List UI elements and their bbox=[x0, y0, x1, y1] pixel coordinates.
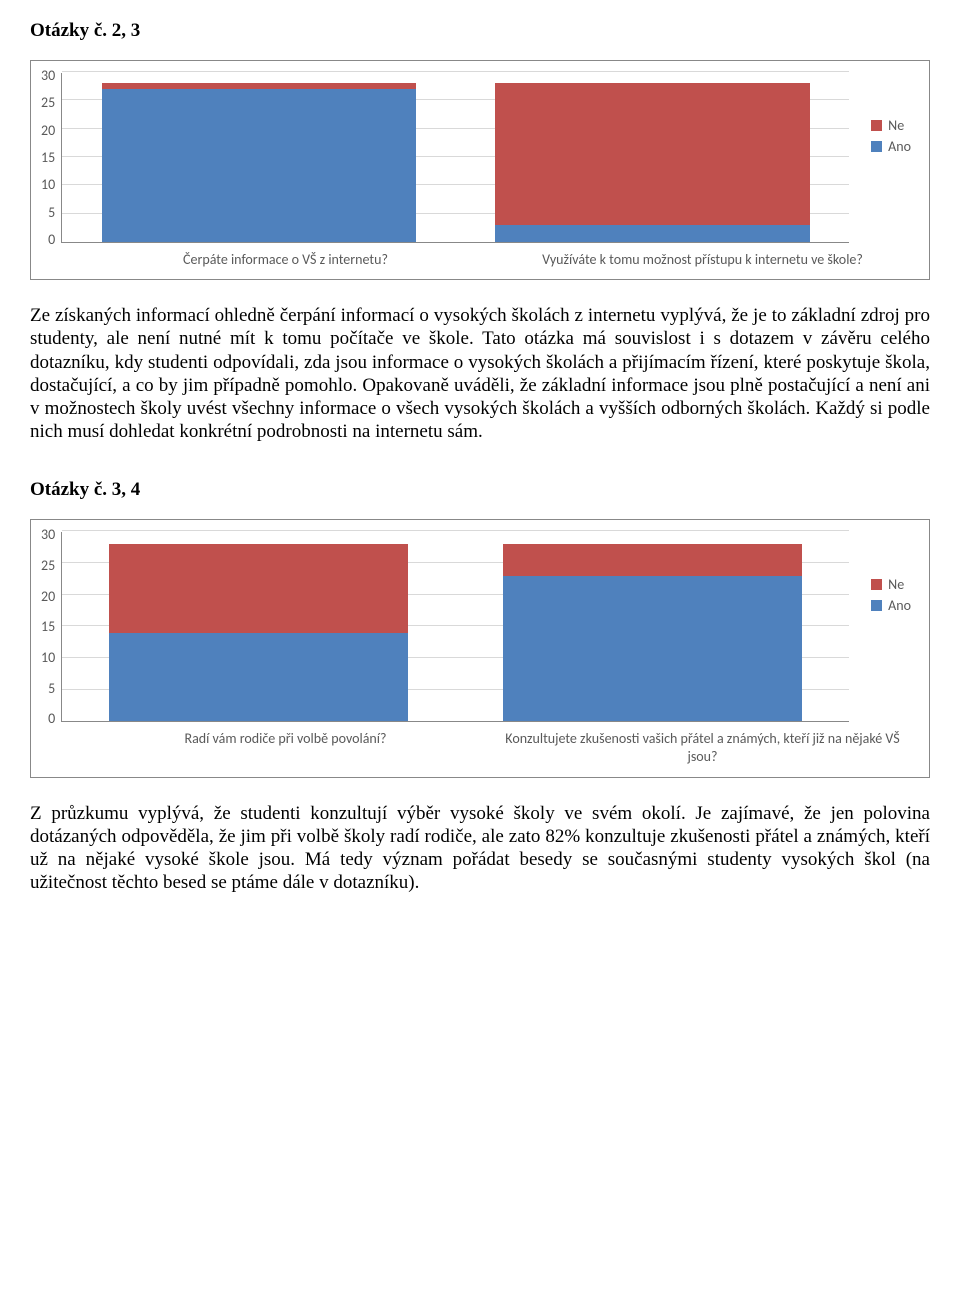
legend-item: Ano bbox=[871, 597, 911, 614]
y-tick-label: 30 bbox=[41, 528, 55, 542]
y-tick-label: 10 bbox=[41, 178, 55, 192]
legend-item: Ano bbox=[871, 138, 911, 155]
legend-swatch bbox=[871, 120, 882, 131]
x-axis-labels: Radí vám rodiče při volbě povolání?Konzu… bbox=[41, 730, 911, 766]
bar-group bbox=[109, 544, 408, 721]
chart-body: 302520151050 NeAno bbox=[41, 73, 911, 247]
y-tick-label: 15 bbox=[41, 151, 55, 165]
legend-swatch bbox=[871, 579, 882, 590]
y-tick-label: 25 bbox=[41, 96, 55, 110]
section-paragraph: Ze získaných informací ohledně čerpání i… bbox=[30, 304, 930, 443]
legend-swatch bbox=[871, 600, 882, 611]
x-axis-labels: Čerpáte informace o VŠ z internetu?Využí… bbox=[41, 251, 911, 269]
bar-group bbox=[495, 83, 810, 242]
y-tick-label: 25 bbox=[41, 559, 55, 573]
y-tick-label: 20 bbox=[41, 590, 55, 604]
plot-area bbox=[61, 532, 849, 722]
chart-legend: Ne Ano bbox=[871, 113, 911, 159]
y-tick-label: 5 bbox=[48, 206, 55, 220]
bar-segment-ano bbox=[109, 633, 408, 722]
legend-label: Ano bbox=[888, 138, 911, 155]
plot-wrap: 302520151050 bbox=[41, 532, 849, 726]
bar-group bbox=[102, 83, 417, 242]
legend-label: Ne bbox=[888, 117, 904, 134]
y-axis: 30 25 20 15 10 5 0 bbox=[41, 528, 61, 726]
chart-body: 302520151050 NeAno bbox=[41, 532, 911, 726]
legend-item: Ne bbox=[871, 117, 911, 134]
bar-segment-ano bbox=[102, 89, 417, 242]
legend-item: Ne bbox=[871, 576, 911, 593]
chart-container-1: 30 25 20 15 10 5 0 Ne Ano Čerpáte informace o V… bbox=[30, 60, 930, 280]
x-axis-label: Radí vám rodiče při volbě povolání? bbox=[77, 730, 494, 766]
x-axis-label: Čerpáte informace o VŠ z internetu? bbox=[77, 251, 494, 269]
y-tick-label: 10 bbox=[41, 651, 55, 665]
section-paragraph: Z průzkumu vyplývá, že studenti konzultu… bbox=[30, 802, 930, 895]
section-heading: Otázky č. 2, 3 bbox=[30, 20, 930, 42]
y-axis: 30 25 20 15 10 5 0 bbox=[41, 69, 61, 247]
plot-area bbox=[61, 73, 849, 243]
x-axis-label: Konzultujete zkušenosti vašich přátel a … bbox=[494, 730, 911, 766]
bar-segment-ano bbox=[503, 576, 802, 722]
legend-label: Ne bbox=[888, 576, 904, 593]
bar-segment-ano bbox=[495, 225, 810, 242]
gridline bbox=[62, 530, 849, 531]
y-tick-label: 5 bbox=[48, 682, 55, 696]
bar-segment-ne bbox=[495, 83, 810, 225]
y-tick-label: 20 bbox=[41, 124, 55, 138]
chart-legend: Ne Ano bbox=[871, 572, 911, 618]
plot-wrap: 302520151050 bbox=[41, 73, 849, 247]
legend-label: Ano bbox=[888, 597, 911, 614]
bar-segment-ne bbox=[503, 544, 802, 576]
y-tick-label: 0 bbox=[48, 712, 55, 726]
y-tick-label: 30 bbox=[41, 69, 55, 83]
bar-group bbox=[503, 544, 802, 721]
gridline bbox=[62, 71, 849, 72]
x-axis-label: Využíváte k tomu možnost přístupu k inte… bbox=[494, 251, 911, 269]
bar-segment-ne bbox=[109, 544, 408, 633]
section-heading: Otázky č. 3, 4 bbox=[30, 479, 930, 501]
y-tick-label: 15 bbox=[41, 620, 55, 634]
y-tick-label: 0 bbox=[48, 233, 55, 247]
legend-swatch bbox=[871, 141, 882, 152]
chart-container-2: 30 25 20 15 10 5 0 Ne Ano Radí vám rodiče při v… bbox=[30, 519, 930, 777]
